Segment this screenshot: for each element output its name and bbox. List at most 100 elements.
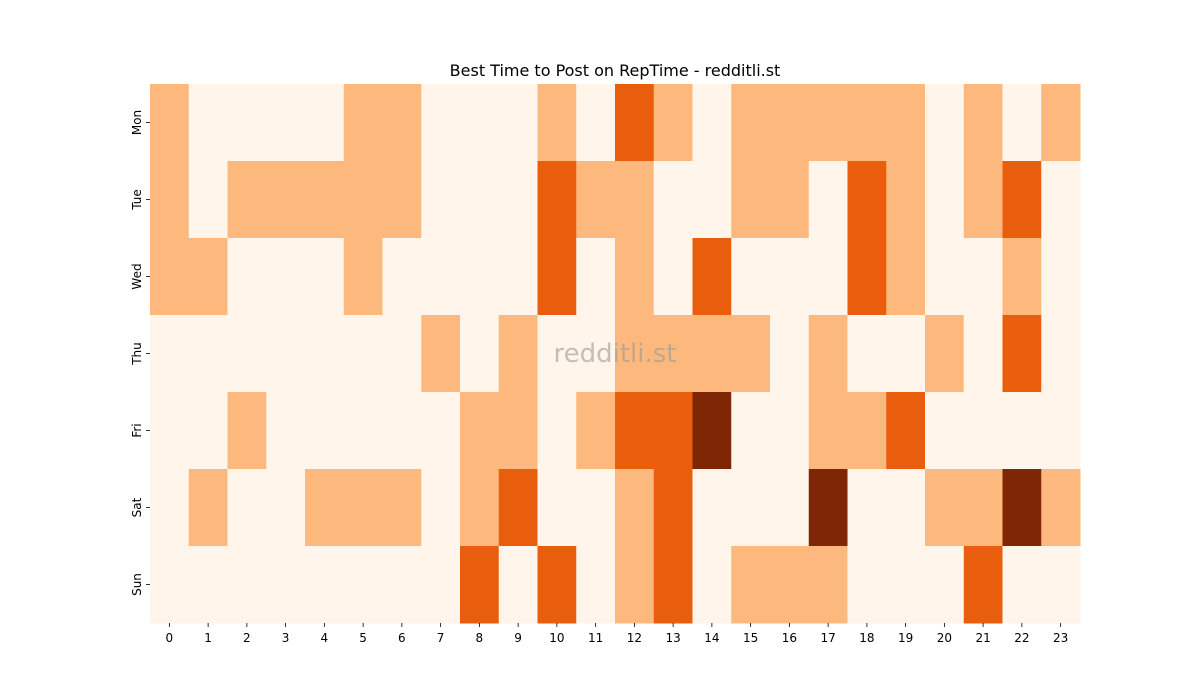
heatmap-cell-sat-12 [615,469,655,547]
heatmap-cell-sun-22 [1002,546,1042,624]
heatmap-cell-sun-20 [925,546,965,624]
heatmap-cell-sat-0 [150,469,190,547]
heatmap-cell-wed-13 [653,238,693,316]
heatmap-cell-tue-20 [925,161,965,239]
heatmap-cell-sun-8 [460,546,500,624]
x-tick-label-11: 11 [588,631,603,645]
heatmap-cell-sun-0 [150,546,190,624]
x-tick-label-15: 15 [743,631,758,645]
heatmap-cell-sun-21 [963,546,1003,624]
heatmap-cell-wed-2 [227,238,267,316]
y-axis: Mon Tue Wed Thu Fri Sat Sun [130,110,150,596]
heatmap-cell-sun-19 [886,546,926,624]
heatmap-cell-tue-21 [963,161,1003,239]
x-tick-label-9: 9 [514,631,522,645]
heatmap-cell-mon-19 [886,84,926,162]
x-tick-label-1: 1 [204,631,212,645]
heatmap-cell-mon-9 [498,84,538,162]
heatmap-cell-sat-23 [1041,469,1081,547]
heatmap-cell-tue-13 [653,161,693,239]
heatmap-cell-mon-3 [266,84,306,162]
heatmap-cell-thu-18 [847,315,887,393]
chart-title: Best Time to Post on RepTime - redditli.… [450,61,781,80]
y-tick-label-sat: Sat [130,497,144,517]
heatmap-cell-fri-8 [460,392,500,470]
heatmap-cell-thu-1 [188,315,228,393]
heatmap-cell-tue-22 [1002,161,1042,239]
heatmap-cell-fri-15 [731,392,771,470]
heatmap-cell-sat-6 [382,469,422,547]
x-tick-label-8: 8 [476,631,484,645]
y-tick-label-tue: Tue [130,189,144,211]
heatmap-cell-sat-19 [886,469,926,547]
heatmap-cell-mon-4 [305,84,345,162]
x-tick-label-14: 14 [704,631,719,645]
heatmap-cell-sun-10 [537,546,577,624]
heatmap-cell-wed-14 [692,238,732,316]
y-tick-label-mon: Mon [130,110,144,135]
heatmap-cell-fri-3 [266,392,306,470]
heatmap-cell-thu-15 [731,315,771,393]
heatmap-cell-mon-13 [653,84,693,162]
heatmap-cell-sat-9 [498,469,538,547]
heatmap-cell-sat-4 [305,469,345,547]
x-tick-label-18: 18 [859,631,874,645]
heatmap-cell-sat-5 [343,469,383,547]
heatmap-cell-wed-19 [886,238,926,316]
heatmap-cell-thu-14 [692,315,732,393]
heatmap-cell-tue-9 [498,161,538,239]
heatmap-cell-sat-3 [266,469,306,547]
heatmap-cell-tue-17 [808,161,848,239]
heatmap-cell-sun-9 [498,546,538,624]
y-tick-label-thu: Thu [130,342,144,366]
heatmap-cell-mon-1 [188,84,228,162]
heatmap-cell-tue-6 [382,161,422,239]
x-tick-label-21: 21 [975,631,990,645]
x-tick-label-3: 3 [282,631,290,645]
heatmap-cell-tue-18 [847,161,887,239]
heatmap-cell-sat-14 [692,469,732,547]
heatmap-cell-mon-7 [421,84,461,162]
heatmap-cell-tue-19 [886,161,926,239]
heatmap-cell-wed-7 [421,238,461,316]
heatmap-cell-fri-6 [382,392,422,470]
heatmap-cell-tue-23 [1041,161,1081,239]
heatmap-cell-sat-1 [188,469,228,547]
heatmap-cell-thu-6 [382,315,422,393]
heatmap-cell-wed-6 [382,238,422,316]
heatmap-cell-thu-5 [343,315,383,393]
heatmap-cell-thu-12 [615,315,655,393]
heatmap-cell-fri-16 [770,392,810,470]
heatmap-cell-fri-20 [925,392,965,470]
heatmap-cell-sat-7 [421,469,461,547]
heatmap-cell-tue-1 [188,161,228,239]
heatmap-cell-fri-9 [498,392,538,470]
heatmap-cell-sun-11 [576,546,616,624]
heatmap-cell-mon-14 [692,84,732,162]
heatmap-cell-sun-16 [770,546,810,624]
x-tick-label-5: 5 [359,631,367,645]
heatmap-cell-mon-12 [615,84,655,162]
heatmap-cell-thu-4 [305,315,345,393]
heatmap-cell-fri-21 [963,392,1003,470]
heatmap-cell-wed-22 [1002,238,1042,316]
heatmap-cell-mon-15 [731,84,771,162]
heatmap-cell-thu-9 [498,315,538,393]
x-tick-label-0: 0 [166,631,174,645]
heatmap-cell-wed-8 [460,238,500,316]
heatmap-cell-mon-17 [808,84,848,162]
heatmap-cell-mon-8 [460,84,500,162]
heatmap-cell-fri-12 [615,392,655,470]
heatmap-cell-sat-16 [770,469,810,547]
heatmap-cells [150,84,1081,624]
heatmap-cell-wed-9 [498,238,538,316]
heatmap-cell-sun-5 [343,546,383,624]
heatmap-cell-wed-16 [770,238,810,316]
x-tick-label-19: 19 [898,631,913,645]
heatmap-cell-wed-21 [963,238,1003,316]
heatmap-cell-wed-12 [615,238,655,316]
x-tick-label-2: 2 [243,631,251,645]
heatmap-cell-tue-8 [460,161,500,239]
heatmap-cell-sat-17 [808,469,848,547]
